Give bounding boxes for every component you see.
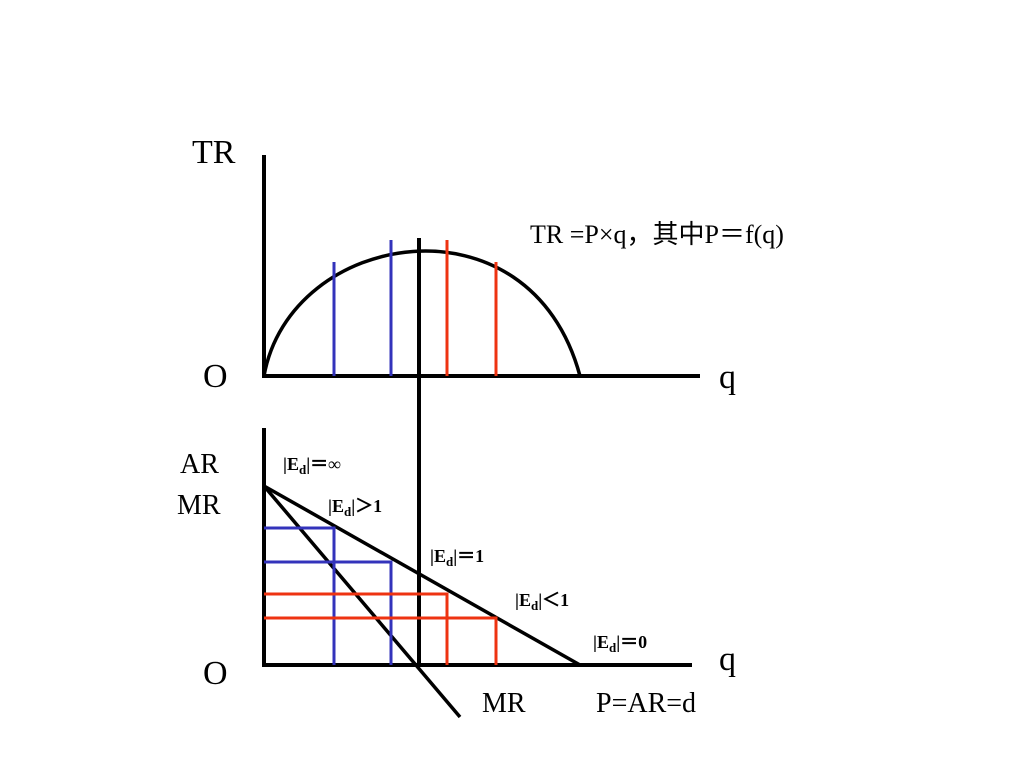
red-rect-1: [264, 592, 449, 665]
q-axis-label-top: q: [719, 359, 736, 396]
tr-formula: TR =P×q，其中P＝f(q): [530, 220, 784, 249]
origin-label-bottom: O: [203, 655, 228, 692]
blue-rect-1: [264, 526, 336, 665]
tr-curve: [262, 249, 582, 377]
elasticity-label-less-one: |Ed|＜1: [515, 590, 569, 613]
ar-axis-label: AR: [180, 449, 219, 480]
mr-line: [262, 484, 462, 719]
demand-curve-label: P=AR=d: [596, 688, 696, 719]
elasticity-label-zero: |Ed|＝0: [593, 632, 647, 655]
q-axis-label-bottom: q: [719, 641, 736, 678]
red-rect-2: [264, 616, 498, 665]
elasticity-label-greater-one: |Ed|＞1: [328, 496, 382, 519]
tr-axis-label: TR: [192, 134, 236, 171]
elasticity-label-infinite: |Ed|＝∞: [283, 454, 341, 477]
demand-ar-line: [263, 484, 581, 667]
origin-label-top: O: [203, 358, 228, 395]
mr-axis-label: MR: [177, 490, 221, 521]
elasticity-label-unit: |Ed|＝1: [430, 546, 484, 569]
blue-rect-2: [264, 560, 393, 665]
mr-curve-label: MR: [482, 688, 526, 719]
